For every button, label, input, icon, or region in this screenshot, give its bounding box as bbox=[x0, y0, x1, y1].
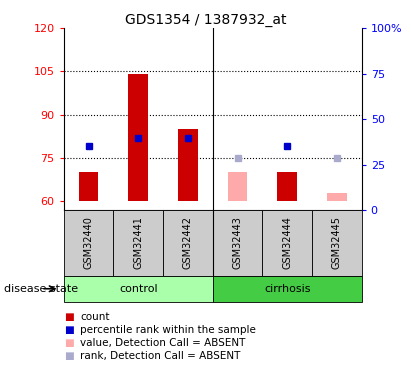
Text: percentile rank within the sample: percentile rank within the sample bbox=[80, 325, 256, 335]
Bar bbox=[64, 276, 213, 302]
Text: rank, Detection Call = ABSENT: rank, Detection Call = ABSENT bbox=[80, 351, 240, 361]
Text: GSM32441: GSM32441 bbox=[133, 216, 143, 269]
Text: ■: ■ bbox=[64, 338, 74, 348]
Bar bbox=[113, 210, 163, 276]
Bar bbox=[163, 210, 213, 276]
Text: ■: ■ bbox=[64, 351, 74, 361]
Text: disease state: disease state bbox=[4, 284, 78, 294]
Bar bbox=[277, 172, 297, 201]
Bar bbox=[312, 210, 362, 276]
Bar bbox=[64, 210, 113, 276]
Text: cirrhosis: cirrhosis bbox=[264, 284, 310, 294]
Text: GSM32442: GSM32442 bbox=[183, 216, 193, 269]
Bar bbox=[262, 210, 312, 276]
Text: value, Detection Call = ABSENT: value, Detection Call = ABSENT bbox=[80, 338, 245, 348]
Text: GSM32445: GSM32445 bbox=[332, 216, 342, 269]
Bar bbox=[213, 276, 362, 302]
Text: count: count bbox=[80, 312, 110, 322]
Bar bbox=[178, 129, 198, 201]
Bar bbox=[327, 193, 347, 201]
Text: GSM32440: GSM32440 bbox=[83, 216, 94, 269]
Text: GSM32443: GSM32443 bbox=[233, 216, 242, 269]
Text: GDS1354 / 1387932_at: GDS1354 / 1387932_at bbox=[125, 13, 286, 27]
Bar bbox=[128, 74, 148, 201]
Bar bbox=[213, 210, 262, 276]
Bar bbox=[228, 172, 247, 201]
Text: GSM32444: GSM32444 bbox=[282, 216, 292, 269]
Bar bbox=[79, 172, 99, 201]
Text: control: control bbox=[119, 284, 157, 294]
Text: ■: ■ bbox=[64, 325, 74, 335]
Text: ■: ■ bbox=[64, 312, 74, 322]
